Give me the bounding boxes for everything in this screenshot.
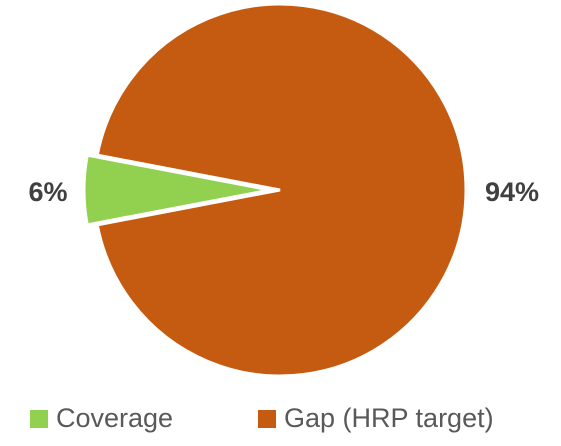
pie-slice [95,2,468,378]
legend-swatch [30,410,48,428]
legend-swatch [258,410,276,428]
legend-label: Gap (HRP target) [284,403,494,433]
legend-label: Coverage [56,403,173,433]
data-label: 94% [485,177,539,207]
pie-slice [82,153,271,227]
data-label: 6% [28,177,67,207]
